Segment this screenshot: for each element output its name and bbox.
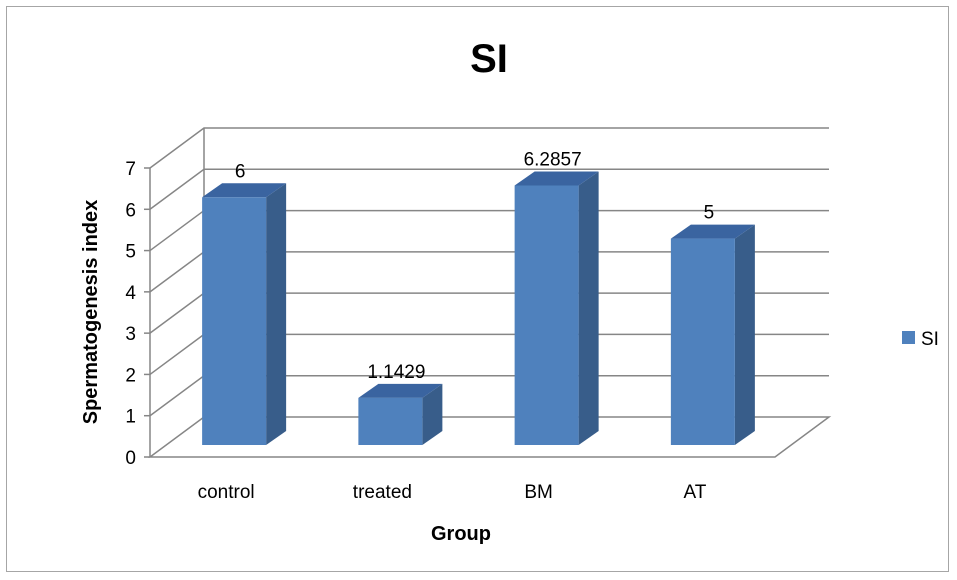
x-axis-ticks: control treated BM AT (198, 482, 707, 503)
bar-top (202, 183, 287, 198)
bar-side (734, 224, 755, 445)
y-tick-label: 2 (125, 365, 136, 386)
x-tick-label: AT (683, 482, 706, 503)
bar-top (514, 171, 599, 186)
bar-front (514, 185, 579, 445)
grid-layer (147, 127, 832, 458)
x-tick-label: control (198, 482, 255, 503)
chart-frame (6, 6, 949, 572)
bar-treated (358, 383, 443, 445)
bar-BM (514, 171, 599, 445)
data-label: 1.1429 (367, 362, 425, 383)
bar-front (358, 397, 423, 445)
x-axis-label: Group (431, 523, 491, 545)
bar-side (422, 383, 443, 445)
bar-front (670, 238, 735, 445)
y-axis-label: Spermatogenesis index (80, 200, 102, 425)
gridline (149, 127, 829, 169)
y-tick-label: 6 (125, 200, 136, 221)
bars: 6 1.1429 6.2857 5 (202, 149, 755, 446)
bar-front (202, 197, 267, 445)
data-label: 5 (704, 203, 715, 224)
y-axis-ticks: 0 1 2 3 4 5 6 7 (125, 159, 150, 469)
bar-control (202, 183, 287, 446)
y-tick-label: 1 (125, 407, 136, 428)
y-tick-label: 3 (125, 324, 136, 345)
y-tick-label: 0 (125, 448, 136, 469)
y-tick-label: 4 (125, 283, 136, 304)
bar-top (670, 224, 755, 239)
bar-side (266, 183, 287, 446)
gridline (149, 168, 829, 210)
floor (147, 416, 832, 458)
legend-label: SI (921, 329, 939, 350)
y-tick-label: 5 (125, 242, 136, 263)
x-tick-label: treated (353, 482, 412, 503)
x-tick-label: BM (524, 482, 553, 503)
bar-AT (670, 224, 755, 445)
data-label: 6 (235, 161, 246, 182)
bar-top (358, 383, 443, 398)
data-label: 6.2857 (524, 149, 582, 170)
chart-title: SI (470, 37, 508, 81)
bar-side (578, 171, 599, 445)
legend-swatch (902, 331, 915, 344)
y-tick-label: 7 (125, 159, 136, 180)
legend: SI (902, 329, 939, 350)
